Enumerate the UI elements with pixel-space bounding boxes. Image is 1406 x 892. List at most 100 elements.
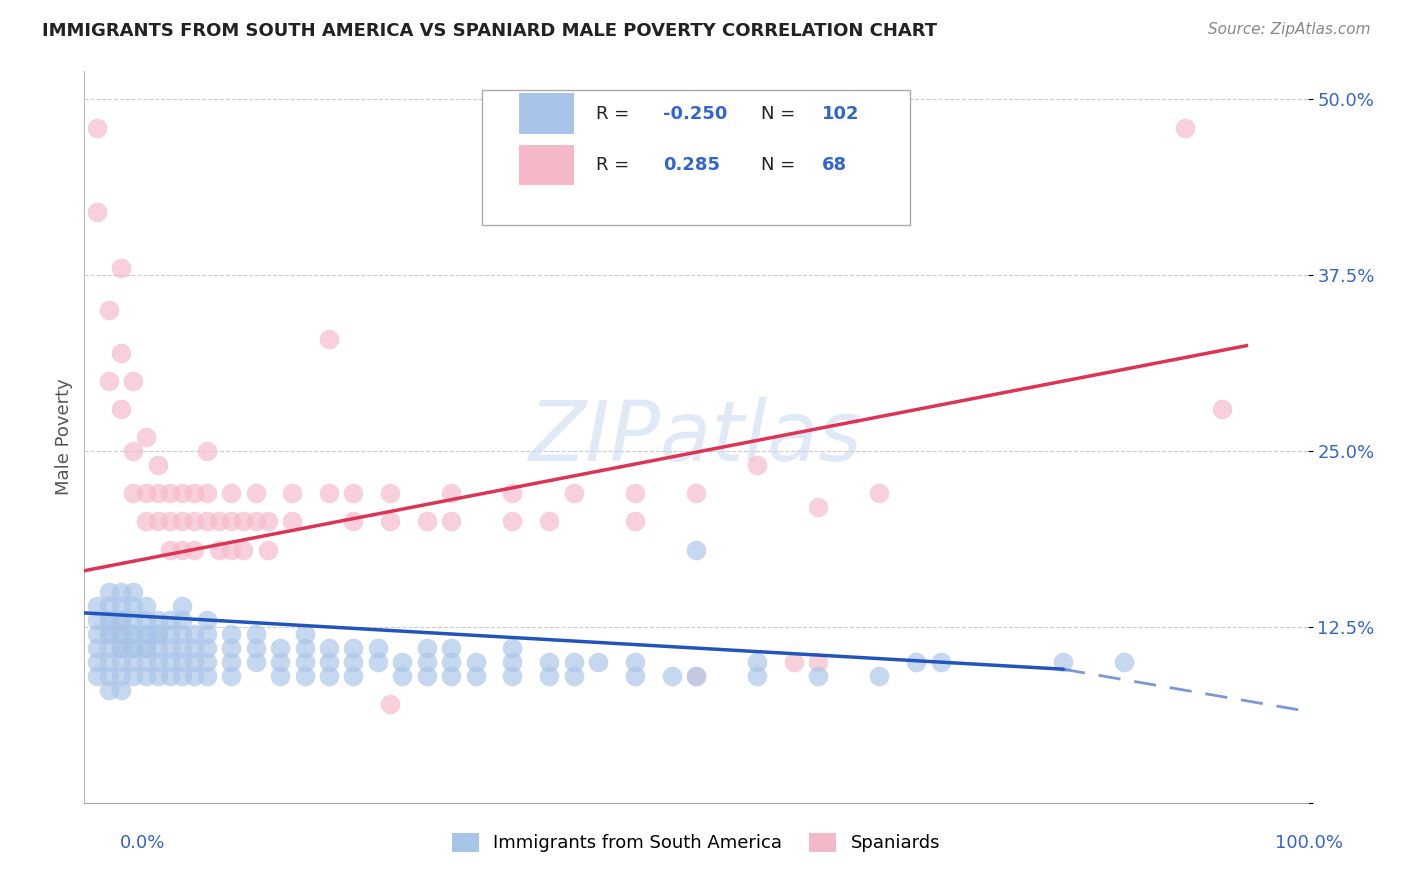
Point [183,542,205,557]
Point [146,669,169,683]
Point [183,669,205,683]
Point [624,486,647,500]
Point [110,641,132,656]
Point [183,515,205,529]
Point [86,669,108,683]
Point [159,641,181,656]
Point [807,669,830,683]
Point [342,641,364,656]
Text: IMMIGRANTS FROM SOUTH AMERICA VS SPANIARD MALE POVERTY CORRELATION CHART: IMMIGRANTS FROM SOUTH AMERICA VS SPANIAR… [42,22,938,40]
Point [391,655,413,669]
Point [86,120,108,135]
Point [624,669,647,683]
Point [245,655,267,669]
Point [183,627,205,641]
Point [208,515,231,529]
Text: 100.0%: 100.0% [1275,834,1343,852]
Point [135,641,157,656]
Point [440,655,463,669]
Point [97,613,120,627]
Point [135,641,157,656]
Point [146,641,169,656]
Point [219,641,242,656]
Point [219,627,242,641]
Point [562,486,585,500]
Point [135,669,157,683]
Point [195,486,218,500]
Point [219,669,242,683]
Text: 68: 68 [823,156,846,174]
Point [905,655,928,669]
Point [159,627,181,641]
Point [146,613,169,627]
Point [195,655,218,669]
Point [318,332,340,346]
Point [97,613,120,627]
Point [318,655,340,669]
Point [783,655,806,669]
Point [86,599,108,613]
Point [685,542,707,557]
Point [183,486,205,500]
Point [110,669,132,683]
Point [110,627,132,641]
Point [464,669,486,683]
Point [135,599,157,613]
Point [97,683,120,698]
Point [110,401,132,416]
Point [172,669,194,683]
Point [380,698,402,712]
Point [318,669,340,683]
Bar [519,94,574,134]
Point [110,613,132,627]
Point [219,486,242,500]
Text: ZIPatlas: ZIPatlas [529,397,863,477]
Point [342,655,364,669]
Text: 0.0%: 0.0% [120,834,165,852]
Point [159,486,181,500]
Point [294,641,316,656]
Point [257,542,280,557]
Point [502,515,524,529]
Point [110,641,132,656]
Point [183,655,205,669]
Point [342,486,364,500]
Point [122,627,145,641]
Point [281,486,304,500]
Point [172,599,194,613]
Point [807,655,830,669]
Point [440,641,463,656]
Point [159,515,181,529]
Point [294,627,316,641]
Point [502,641,524,656]
Point [380,515,402,529]
Point [232,542,254,557]
Point [416,669,439,683]
Point [135,627,157,641]
Point [562,669,585,683]
Point [172,655,194,669]
Point [110,584,132,599]
Point [97,655,120,669]
Point [219,542,242,557]
Point [367,641,389,656]
Point [146,627,169,641]
Point [245,627,267,641]
Point [391,669,413,683]
Point [342,515,364,529]
Point [146,515,169,529]
Point [929,655,952,669]
Point [159,655,181,669]
Text: N =: N = [761,104,801,123]
Point [586,655,609,669]
Text: 102: 102 [823,104,859,123]
Point [245,641,267,656]
Text: -0.250: -0.250 [664,104,727,123]
Point [135,515,157,529]
Point [1052,655,1074,669]
Point [208,542,231,557]
Point [538,669,561,683]
Point [195,515,218,529]
Point [747,669,769,683]
Point [135,430,157,444]
